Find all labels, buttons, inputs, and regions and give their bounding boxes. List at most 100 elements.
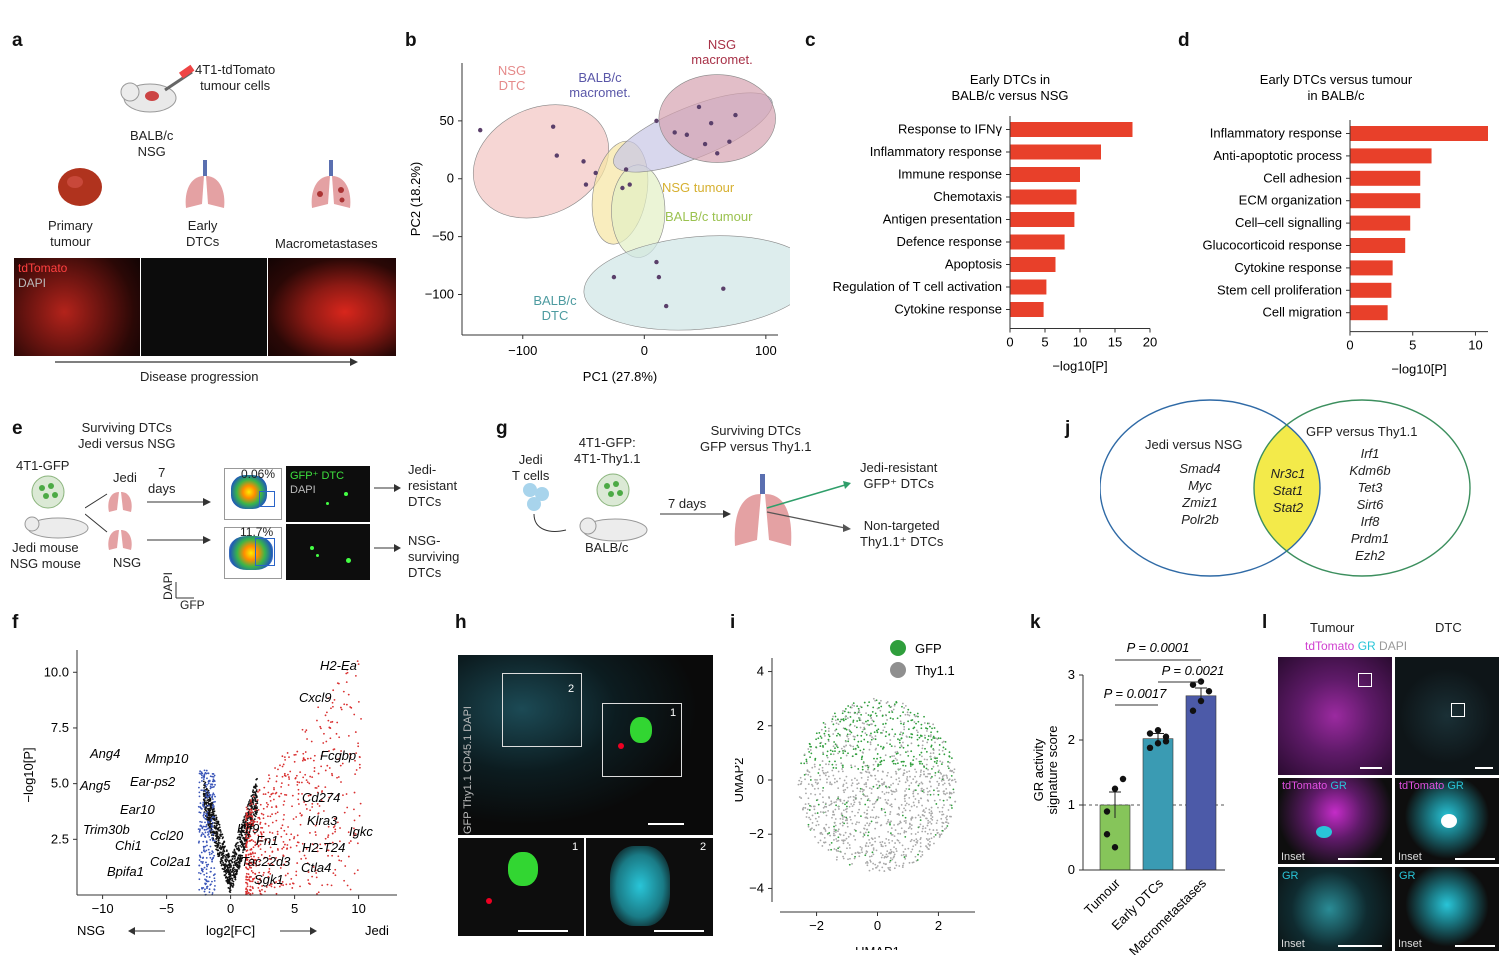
umap-thy-point (800, 780, 803, 783)
umap-thy-point (953, 778, 956, 781)
umap-thy-point (871, 838, 874, 841)
volcano-point-down (203, 890, 206, 893)
umap-gfp-point (950, 804, 953, 807)
umap-thy-point (904, 809, 907, 812)
umap-thy-point (951, 779, 954, 782)
umap-thy-point (819, 839, 822, 842)
volcano-point-down (206, 783, 208, 786)
umap-thy-point (914, 775, 916, 778)
x-tick-label: 0 (227, 901, 234, 916)
umap-thy-point (850, 706, 853, 709)
volcano-point-down (212, 801, 215, 804)
volcano-point-up (276, 859, 279, 862)
volcano-point-up (330, 792, 333, 795)
data-point (1146, 744, 1154, 751)
umap-gfp-point (930, 744, 933, 747)
volcano-point (240, 840, 243, 842)
umap-thy-point (828, 796, 830, 798)
volcano-point-up (283, 774, 286, 777)
volcano-point-up (307, 879, 310, 881)
volcano-point (214, 844, 217, 847)
volcano-point-down (199, 872, 202, 875)
umap-gfp-point (841, 764, 844, 767)
umap-thy-point (827, 849, 830, 851)
umap-thy-point (818, 774, 821, 777)
umap-gfp-point (939, 737, 942, 740)
data-point (1162, 738, 1170, 745)
umap-thy-point (854, 777, 856, 780)
gfp-dtc-legend: GFP⁺ DTC (290, 470, 345, 482)
volcano-point (209, 802, 212, 805)
gene-item: Stat2 (1272, 500, 1304, 515)
umap-thy-point (870, 792, 873, 795)
umap-gfp-point (841, 712, 844, 715)
umap-gfp-point (892, 718, 894, 720)
umap-thy-point (897, 768, 900, 770)
umap-thy-point (906, 776, 909, 778)
volcano-point (222, 861, 224, 864)
umap-thy-point (945, 775, 948, 777)
volcano-point-down (202, 833, 205, 836)
umap-thy-point (885, 853, 888, 856)
umap-thy-point (910, 742, 913, 745)
volcano-point-up (303, 801, 306, 803)
umap-thy-point (928, 838, 931, 840)
volcano-point-up (339, 764, 342, 767)
umap-gfp-point (904, 816, 907, 819)
pca-point (620, 185, 625, 191)
volcano-point-down (214, 873, 216, 876)
volcano-point (219, 845, 222, 847)
umap-gfp-point (859, 787, 862, 790)
volcano-point-up (257, 841, 259, 844)
gene-label: Cxcl9 (299, 690, 332, 705)
volcano-point (207, 824, 210, 827)
volcano-point-up (347, 734, 350, 737)
volcano-point (228, 855, 231, 858)
umap-thy-point (824, 774, 827, 777)
umap-gfp-point (836, 746, 839, 749)
umap-thy-point (927, 819, 930, 822)
volcano-point-up (250, 866, 253, 869)
volcano-point-down (201, 826, 204, 829)
inset-legend-2: tdTomato GR (1399, 780, 1464, 792)
volcano-point-up (317, 812, 320, 815)
gene-label: Klra3 (307, 813, 338, 828)
volcano-point-down (200, 774, 203, 777)
umap-gfp-point (828, 735, 831, 738)
pca-point (583, 182, 589, 187)
umap-gfp-point (900, 737, 903, 740)
umap-thy-point (941, 821, 944, 824)
umap-thy-point (821, 833, 824, 836)
volcano-point-down (205, 823, 208, 826)
umap-gfp-point (830, 848, 833, 851)
volcano-point-down (205, 861, 207, 864)
umap-gfp-point (900, 760, 903, 763)
inset-tag-3: Inset (1281, 938, 1305, 950)
umap-thy-point (913, 721, 916, 723)
umap-gfp-point (826, 754, 828, 757)
y-axis-label: −log10[P] (21, 747, 36, 802)
umap-gfp-point (863, 701, 866, 704)
volcano-point-down (212, 874, 215, 877)
umap-thy-point (870, 723, 872, 726)
volcano-point-up (330, 884, 333, 887)
umap-thy-point (814, 835, 816, 838)
umap-thy-point (894, 829, 897, 831)
volcano-point-up (277, 768, 279, 771)
volcano-point-up (250, 815, 252, 817)
x-tick-label: 20 (1143, 335, 1157, 350)
group-label: NSG (708, 37, 736, 52)
umap-gfp-point (854, 829, 857, 832)
umap-gfp-point (843, 727, 846, 730)
volcano-point-up (293, 837, 295, 840)
umap-thy-point (954, 781, 957, 783)
volcano-point (253, 807, 256, 810)
volcano-point-up (251, 880, 254, 883)
umap-thy-point (842, 816, 844, 818)
volcano-point (240, 831, 243, 834)
umap-thy-point (830, 783, 833, 786)
y-tick-label: −4 (749, 880, 764, 895)
volcano-point (215, 814, 217, 817)
volcano-point (222, 868, 225, 871)
umap-thy-point (902, 853, 905, 856)
